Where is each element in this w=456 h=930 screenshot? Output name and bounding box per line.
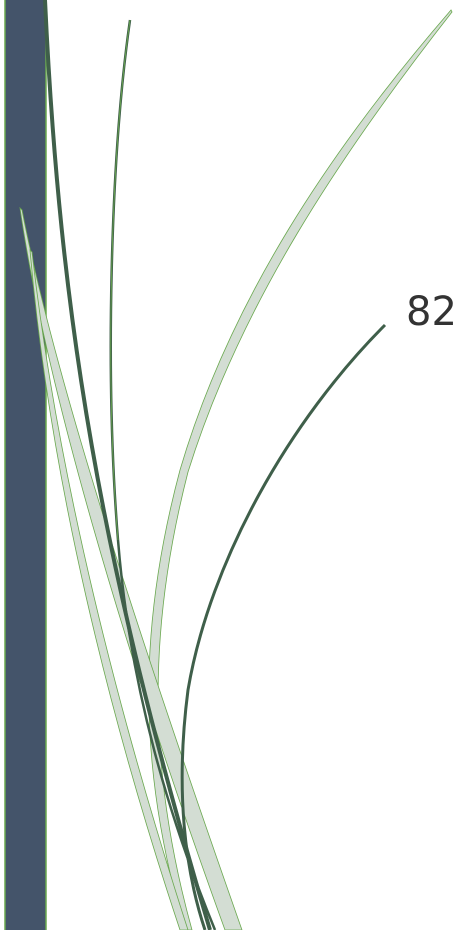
side-bar (4, 0, 47, 930)
grass-blade (180, 323, 387, 930)
grass-blade (148, 9, 453, 930)
grass-blade (19, 206, 243, 930)
grass-blade (43, 0, 212, 930)
page-number: 82 (406, 289, 456, 335)
grass-blade (110, 19, 131, 541)
grass-blade (29, 248, 189, 930)
